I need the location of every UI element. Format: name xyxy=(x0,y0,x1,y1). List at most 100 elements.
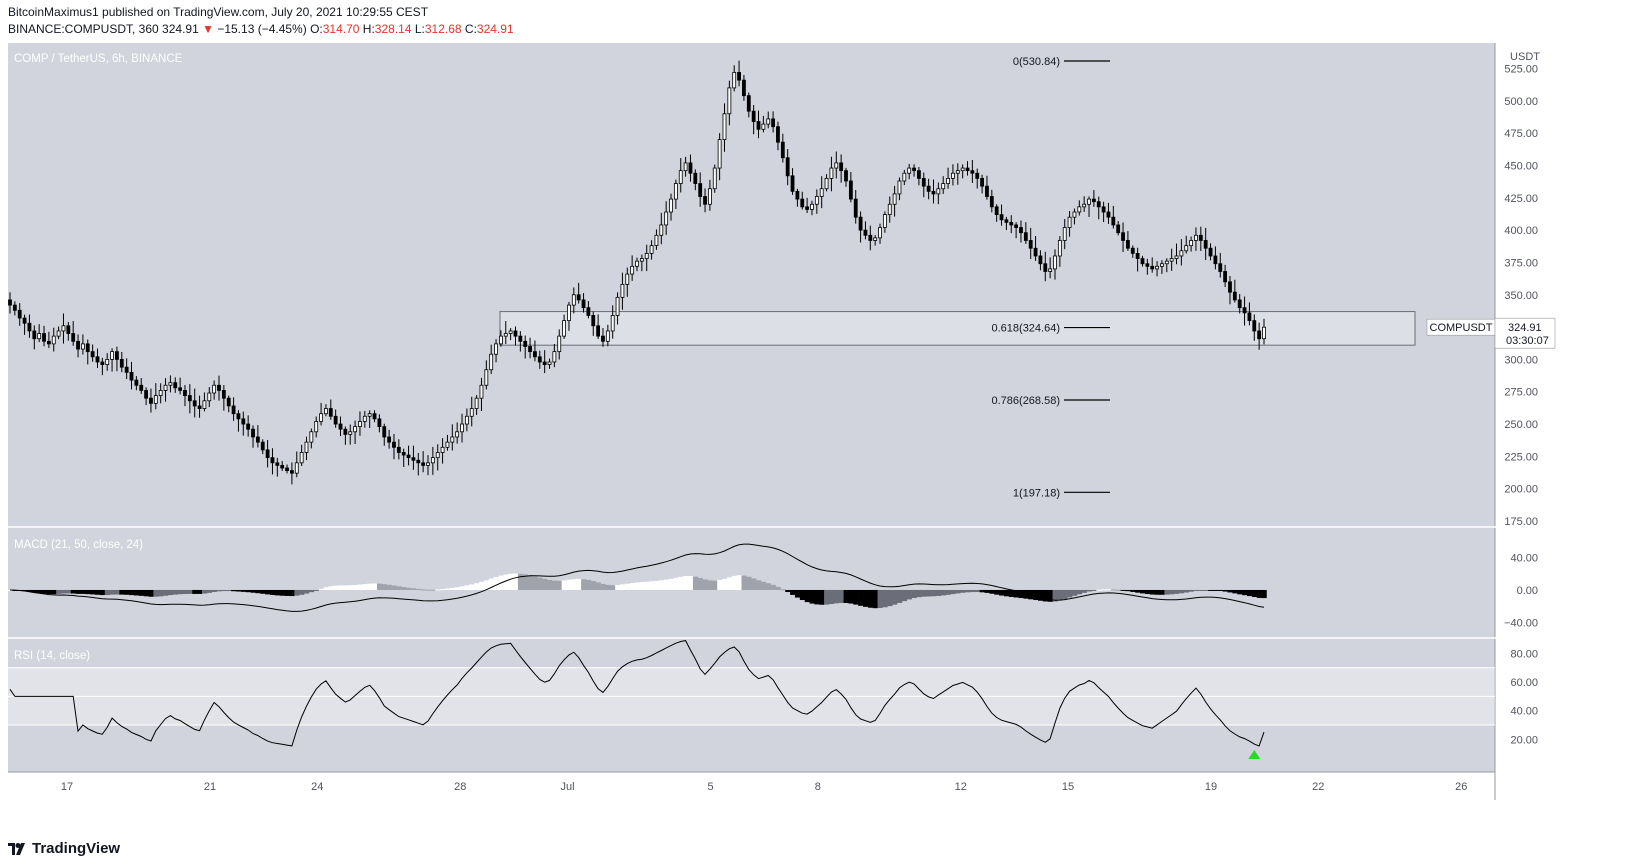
candle-body xyxy=(1014,224,1019,228)
macd-bar xyxy=(712,580,718,590)
macd-bar xyxy=(420,589,426,591)
candle-body xyxy=(659,224,664,236)
candle-body xyxy=(51,335,56,345)
candle-body xyxy=(673,183,678,200)
candle-body xyxy=(644,252,649,259)
macd-bar xyxy=(508,573,514,590)
macd-bar xyxy=(1037,589,1044,601)
rsi-line xyxy=(9,640,1265,747)
macd-bar xyxy=(1086,589,1092,592)
macd-bar xyxy=(940,589,946,596)
candle-body xyxy=(197,405,202,409)
macd-bar xyxy=(911,589,917,599)
candle-body xyxy=(810,203,814,210)
macd-histogram xyxy=(7,573,1267,609)
candle-body xyxy=(299,452,304,464)
candle-body xyxy=(1213,255,1218,265)
time-tick-label: 5 xyxy=(707,781,713,793)
macd-pane-title: MACD (21, 50, close, 24) xyxy=(14,539,143,551)
candle-body xyxy=(615,296,620,316)
macd-bar xyxy=(367,583,373,590)
candle-body xyxy=(1169,258,1174,262)
candle-body xyxy=(562,320,566,337)
candle-body xyxy=(683,162,688,172)
rsi-pane-title: RSI (14, close) xyxy=(14,650,90,662)
macd-bar xyxy=(931,589,937,597)
candle-body xyxy=(348,431,353,435)
macd-bar xyxy=(1003,589,1010,597)
macd-bar xyxy=(1091,589,1097,591)
macd-bar xyxy=(381,584,387,590)
candle-body xyxy=(989,196,994,208)
candle-body xyxy=(649,245,654,254)
macd-bar xyxy=(673,577,679,590)
candle-body xyxy=(474,397,479,409)
macd-bar xyxy=(828,589,835,605)
candle-body xyxy=(499,335,503,345)
macd-bar xyxy=(104,589,110,596)
candle-body xyxy=(902,172,907,182)
tradingview-logo[interactable]: TradingView xyxy=(8,840,120,857)
candle-body xyxy=(251,428,255,438)
macd-bar xyxy=(1120,589,1126,591)
candle-body xyxy=(221,390,226,399)
macd-bar xyxy=(221,589,227,592)
candle-body xyxy=(727,87,732,115)
high-label: H: xyxy=(362,22,375,36)
candle-body xyxy=(183,390,187,396)
macd-bar xyxy=(51,589,57,595)
macd-bar xyxy=(838,589,844,603)
candle-body xyxy=(897,180,902,195)
candle-body xyxy=(260,441,265,451)
candle-body xyxy=(829,167,834,179)
price-tick-label: 225.00 xyxy=(1504,451,1538,463)
candle-body xyxy=(1164,260,1169,265)
macd-bar xyxy=(415,588,422,590)
macd-bar xyxy=(1169,589,1175,595)
macd-bar xyxy=(688,575,694,590)
macd-bar xyxy=(231,589,237,592)
candle-body xyxy=(1077,206,1082,213)
candle-body xyxy=(430,457,435,464)
macd-bar xyxy=(1008,589,1014,597)
candle-body xyxy=(528,346,532,353)
candle-body xyxy=(421,462,426,466)
macd-bar xyxy=(172,589,178,595)
macd-bar xyxy=(372,583,378,590)
macd-bar xyxy=(182,589,188,595)
macd-bar xyxy=(1140,589,1146,594)
macd-bar xyxy=(201,589,208,594)
time-tick-label: Jul xyxy=(560,781,574,793)
candle-body xyxy=(678,170,683,184)
macd-bar xyxy=(726,577,733,590)
candle-body xyxy=(100,361,105,365)
candle-body xyxy=(917,170,921,179)
macd-bar xyxy=(513,573,519,590)
macd-tick-label: 0.00 xyxy=(1517,585,1538,597)
macd-bar xyxy=(435,589,441,591)
macd-bar xyxy=(649,581,655,590)
macd-bar xyxy=(245,589,251,593)
candle-body xyxy=(834,162,839,169)
macd-bar xyxy=(863,589,869,607)
candle-body xyxy=(605,330,610,342)
candle-body xyxy=(1242,307,1247,314)
macd-bar xyxy=(814,589,820,605)
macd-bar xyxy=(916,589,922,598)
macd-bar xyxy=(819,589,825,605)
macd-bar xyxy=(527,575,533,590)
macd-bar xyxy=(313,589,319,591)
macd-tick-label: −40.00 xyxy=(1504,617,1538,629)
candle-body xyxy=(285,467,289,471)
macd-bar xyxy=(979,589,985,593)
macd-bar xyxy=(1203,589,1209,591)
candle-body xyxy=(158,390,163,396)
candle-body xyxy=(547,361,552,365)
macd-bar xyxy=(284,589,290,596)
macd-bar xyxy=(488,578,494,590)
time-tick-label: 28 xyxy=(454,781,466,793)
macd-bar xyxy=(31,589,38,593)
candle-body xyxy=(892,193,897,205)
price-tick-label: 300.00 xyxy=(1504,354,1538,366)
